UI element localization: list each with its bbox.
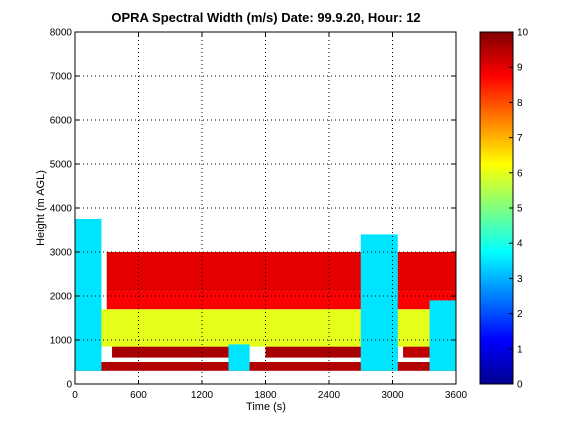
- heatmap-region-6: [106, 291, 456, 310]
- y-tick-label: 2000: [50, 292, 73, 303]
- heatmap-region-7: [106, 252, 456, 292]
- y-tick-label: 7000: [50, 72, 73, 83]
- y-axis: 0 1000 2000 3000 4000 5000 6000 7000 8000: [50, 28, 456, 391]
- heatmap-region-4: [403, 346, 451, 358]
- y-tick-label: 8000: [50, 28, 73, 39]
- x-tick-label: 0: [72, 390, 78, 401]
- x-tick-label: 3000: [381, 390, 404, 401]
- y-tick-label: 6000: [50, 116, 73, 127]
- colorbar-tick-label: 9: [517, 63, 523, 74]
- colorbar-tick-label: 4: [517, 239, 523, 250]
- colorbar-axis: 0 1 2 3 4 5 6 7 8 9 10: [509, 28, 529, 391]
- heatmap-region-11: [429, 300, 456, 371]
- x-tick-label: 1800: [254, 390, 277, 401]
- heatmap-region-10: [360, 234, 398, 371]
- colorbar-tick-label: 6: [517, 168, 523, 179]
- heatmap-region-3: [265, 346, 398, 358]
- x-tick-label: 600: [130, 390, 147, 401]
- colorbar-tick-label: 8: [517, 98, 523, 109]
- heatmap-region-8: [75, 219, 102, 371]
- y-axis-label: Height (m AGL): [35, 170, 47, 246]
- x-axis: 0 600 1200 1800 2400 3000 3600: [72, 32, 468, 401]
- x-axis-label: Time (s): [246, 401, 286, 413]
- colorbar-tick-label: 1: [517, 344, 523, 355]
- x-tick-label: 1200: [191, 390, 214, 401]
- colorbar-tick-label: 3: [517, 274, 523, 285]
- colorbar: [479, 31, 514, 385]
- x-tick-label: 2400: [318, 390, 341, 401]
- y-tick-label: 3000: [50, 248, 73, 259]
- colorbar-tick-label: 5: [517, 204, 523, 215]
- y-tick-label: 1000: [50, 336, 73, 347]
- heatmap-region-1: [75, 362, 456, 371]
- grid-layer: [75, 32, 456, 384]
- colorbar-tick-label: 0: [517, 380, 523, 391]
- x-tick-label: 3600: [445, 390, 468, 401]
- chart-title: OPRA Spectral Width (m/s) Date: 99.9.20,…: [111, 10, 420, 25]
- y-tick-label: 4000: [50, 204, 73, 215]
- colorbar-tick-label: 2: [517, 309, 523, 320]
- colorbar-tick-label: 10: [517, 28, 529, 39]
- heatmap-region-2: [112, 346, 240, 358]
- y-tick-label: 5000: [50, 160, 73, 171]
- y-tick-label: 0: [66, 380, 72, 391]
- colorbar-tick-label: 7: [517, 133, 523, 144]
- heatmap-region-9: [228, 344, 250, 371]
